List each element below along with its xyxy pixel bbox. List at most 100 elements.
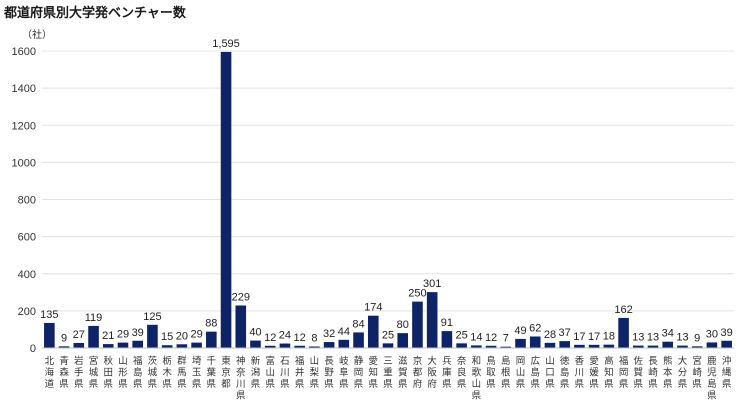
x-tick-label: 長崎県 — [648, 356, 658, 390]
x-tick-label: 岡山県 — [516, 356, 526, 390]
y-tick-label: 800 — [18, 195, 36, 207]
x-tick-label: 神奈川県 — [236, 355, 246, 402]
data-label: 27 — [73, 329, 85, 341]
data-label: 1,595 — [212, 38, 240, 50]
x-tick-label: 長野県 — [324, 356, 334, 390]
data-label: 25 — [455, 329, 467, 341]
x-tick-label: 島根県 — [501, 355, 511, 390]
bar — [382, 343, 394, 348]
bar — [412, 301, 423, 348]
data-label: 13 — [647, 332, 659, 344]
x-tick-label: 大阪府 — [427, 355, 437, 390]
bar — [102, 344, 114, 348]
bar — [309, 346, 320, 348]
data-label: 9 — [694, 332, 700, 344]
x-tick-label: 京都府 — [413, 355, 423, 390]
data-label: 32 — [323, 328, 335, 340]
x-tick-label: 富山県 — [265, 355, 275, 390]
x-axis-labels: 北海道青森県岩手県宮城県秋田県山形県福島県茨城県栃木県群馬県埼玉県千葉県東京都神… — [45, 355, 732, 402]
data-label: 29 — [117, 329, 129, 341]
x-tick-label: 福島県 — [133, 355, 143, 390]
data-label: 40 — [249, 327, 261, 339]
x-tick-label: 東京都 — [221, 355, 231, 390]
x-tick-label: 宮城県 — [89, 355, 99, 390]
y-tick-label: 600 — [18, 232, 36, 244]
data-label: 25 — [382, 329, 394, 341]
bar — [250, 340, 261, 348]
data-label: 49 — [514, 325, 526, 337]
data-label: 9 — [61, 332, 67, 344]
data-label: 28 — [544, 329, 556, 341]
x-tick-label: 茨城県 — [148, 355, 158, 390]
y-tick-label: 0 — [30, 343, 36, 355]
x-tick-label: 熊本県 — [663, 355, 673, 390]
bar — [632, 345, 644, 348]
bar — [58, 346, 70, 348]
bar — [456, 343, 467, 348]
data-label: 8 — [311, 333, 317, 345]
x-tick-label: 兵庫県 — [442, 355, 452, 390]
y-axis-ticks: 0 200 400 600 800 1000 1200 1400 1600 — [12, 46, 36, 355]
bar — [529, 336, 541, 348]
gridlines — [42, 50, 734, 312]
x-tick-label: 三重県 — [383, 356, 393, 390]
bar — [618, 317, 629, 348]
bar — [691, 346, 703, 348]
bar — [662, 341, 674, 348]
data-label: 119 — [85, 312, 103, 324]
data-label: 12 — [294, 332, 306, 344]
data-label: 24 — [279, 330, 291, 342]
bar — [515, 338, 526, 348]
x-tick-label: 群馬県 — [177, 355, 187, 390]
bar — [603, 344, 615, 348]
bar — [220, 51, 232, 348]
data-label: 7 — [503, 333, 509, 345]
x-tick-label: 佐賀県 — [634, 355, 644, 390]
x-tick-label: 和歌山県 — [472, 356, 482, 402]
data-label: 44 — [338, 326, 350, 338]
y-tick-label: 1200 — [12, 120, 36, 132]
bar — [44, 322, 55, 348]
x-tick-label: 福井県 — [295, 355, 305, 390]
x-tick-label: 香川県 — [575, 356, 585, 390]
bar — [294, 345, 305, 348]
bar — [147, 324, 158, 348]
data-label: 62 — [529, 322, 541, 334]
bar — [73, 342, 85, 348]
bar — [485, 345, 497, 348]
data-label: 39 — [132, 327, 144, 339]
data-label: 39 — [721, 327, 733, 339]
y-tick-label: 1600 — [12, 46, 36, 58]
y-axis-unit-label: （社） — [22, 28, 52, 41]
y-tick-label: 200 — [18, 306, 36, 318]
y-tick-label: 1400 — [12, 83, 36, 95]
bar — [588, 344, 600, 348]
bar — [161, 345, 173, 348]
bar — [353, 332, 364, 348]
data-label: 125 — [143, 311, 161, 323]
x-tick-label: 新潟県 — [251, 355, 261, 390]
bar — [441, 331, 453, 348]
bar — [338, 339, 350, 348]
data-label: 80 — [397, 319, 409, 331]
x-tick-label: 沖縄県 — [722, 355, 732, 390]
bar — [500, 346, 512, 348]
bar — [235, 305, 247, 348]
data-label: 250 — [408, 288, 426, 300]
bar — [706, 342, 718, 348]
data-label: 13 — [676, 332, 688, 344]
x-tick-label: 大分県 — [678, 355, 688, 390]
bar — [677, 345, 688, 348]
bar — [426, 292, 438, 348]
data-label: 135 — [40, 309, 58, 321]
x-tick-label: 青森県 — [59, 355, 69, 390]
data-label: 12 — [264, 332, 276, 344]
data-label: 12 — [485, 332, 497, 344]
x-tick-label: 愛媛県 — [589, 355, 599, 390]
data-label: 13 — [632, 332, 644, 344]
x-tick-label: 栃木県 — [162, 355, 172, 390]
y-tick-label: 1000 — [12, 157, 36, 169]
bar — [544, 342, 556, 348]
x-tick-label: 石川県 — [280, 356, 290, 390]
